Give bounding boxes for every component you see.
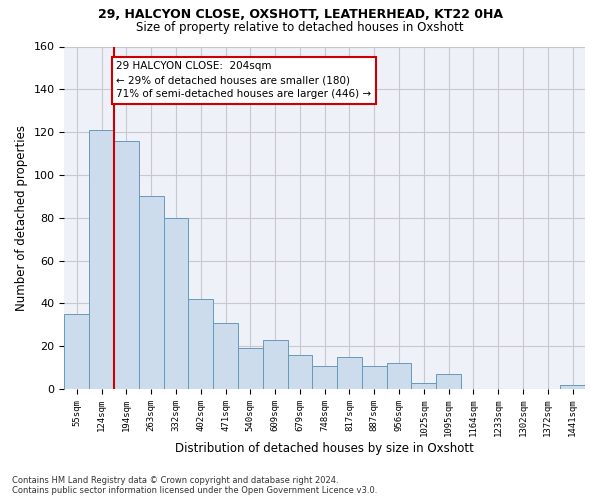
Bar [560, 385, 585, 389]
Bar [164, 218, 188, 389]
Bar [436, 374, 461, 389]
Bar [114, 140, 139, 389]
Bar [386, 364, 412, 389]
Text: Size of property relative to detached houses in Oxshott: Size of property relative to detached ho… [136, 21, 464, 34]
Bar [287, 355, 313, 389]
Bar [238, 348, 263, 389]
Bar [213, 322, 238, 389]
Bar [139, 196, 164, 389]
Y-axis label: Number of detached properties: Number of detached properties [15, 125, 28, 311]
Bar [64, 314, 89, 389]
Bar [263, 340, 287, 389]
Bar [412, 382, 436, 389]
Bar [337, 357, 362, 389]
Bar [313, 366, 337, 389]
Bar [89, 130, 114, 389]
Text: 29 HALCYON CLOSE:  204sqm
← 29% of detached houses are smaller (180)
71% of semi: 29 HALCYON CLOSE: 204sqm ← 29% of detach… [116, 62, 371, 100]
Text: Contains HM Land Registry data © Crown copyright and database right 2024.
Contai: Contains HM Land Registry data © Crown c… [12, 476, 377, 495]
X-axis label: Distribution of detached houses by size in Oxshott: Distribution of detached houses by size … [175, 442, 474, 455]
Bar [188, 299, 213, 389]
Text: 29, HALCYON CLOSE, OXSHOTT, LEATHERHEAD, KT22 0HA: 29, HALCYON CLOSE, OXSHOTT, LEATHERHEAD,… [97, 8, 503, 20]
Bar [362, 366, 386, 389]
